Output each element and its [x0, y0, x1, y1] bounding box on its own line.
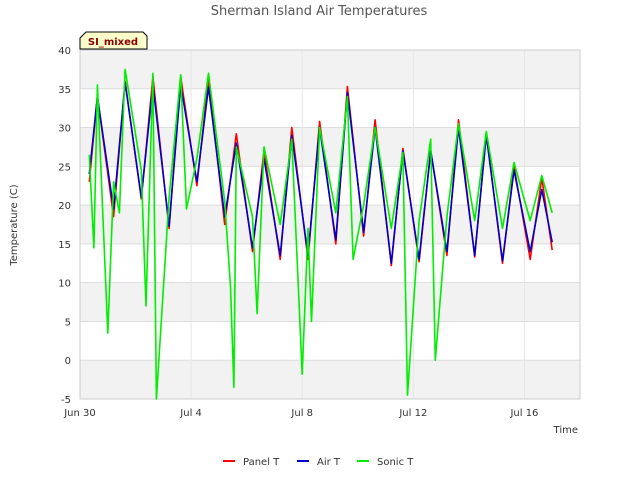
site-badge-label: SI_mixed	[88, 37, 138, 48]
plot-band	[80, 50, 580, 89]
x-tick-label: Jul 4	[179, 408, 202, 419]
y-tick-label: 25	[58, 162, 71, 173]
y-tick-label: 35	[58, 85, 71, 96]
y-axis-ticks: -5 0 5 10 15 20 25 30 35 40	[58, 46, 71, 406]
legend-label: Panel T	[243, 457, 280, 468]
y-tick-label: 20	[58, 201, 71, 212]
x-axis-ticks: Jun 30 Jul 4 Jul 8 Jul 12 Jul 16	[63, 408, 538, 419]
x-tick-label: Jun 30	[63, 408, 96, 419]
x-tick-label: Jul 12	[398, 408, 427, 419]
series-line-sonic-t	[88, 68, 553, 400]
plot-band	[80, 127, 580, 167]
y-tick-label: 5	[65, 317, 71, 328]
x-axis-label: Time	[553, 425, 578, 436]
plot-border	[79, 49, 581, 400]
y-tick-label: 10	[58, 279, 71, 290]
y-tick-label: -5	[61, 395, 71, 406]
gridlines	[79, 49, 581, 400]
legend-label: Sonic T	[377, 457, 414, 468]
plot-band	[80, 360, 580, 399]
x-tick-label: Jul 8	[290, 408, 313, 419]
series-lines	[88, 68, 553, 400]
site-badge: SI_mixed	[79, 31, 148, 50]
y-axis-label: Temperature (C)	[9, 184, 20, 266]
y-tick-label: 30	[58, 124, 71, 135]
site-badge-box	[79, 31, 148, 50]
y-tick-label: 15	[58, 240, 71, 251]
y-tick-label: 40	[58, 46, 71, 57]
chart-title: Sherman Island Air Temperatures	[211, 4, 428, 19]
legend: Panel T Air T Sonic T	[223, 457, 414, 468]
legend-label: Air T	[317, 457, 341, 468]
x-tick-label: Jul 16	[509, 408, 538, 419]
y-tick-label: 0	[65, 356, 71, 367]
